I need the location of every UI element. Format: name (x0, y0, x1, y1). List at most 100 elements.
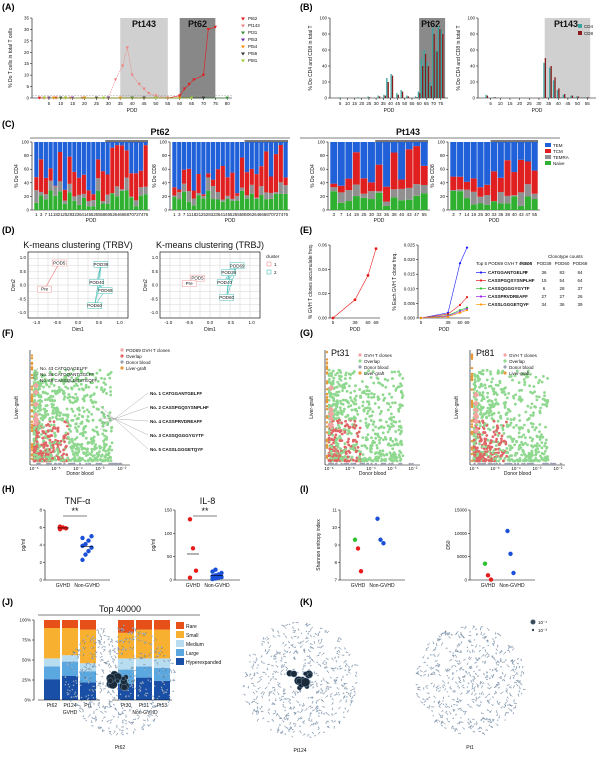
network-node (131, 627, 134, 629)
network-node (129, 638, 132, 640)
bar-CD4 (420, 58, 422, 98)
scatter-point (387, 424, 390, 428)
network-node (71, 654, 73, 657)
x-tick-label: GVHD (351, 583, 366, 589)
stacked-bar-segment (367, 199, 375, 210)
network-node (110, 640, 113, 643)
scatter-point (43, 407, 47, 411)
scatter-point (518, 389, 521, 392)
y-tick-label: 25 (24, 38, 30, 43)
stacked-bar-segment (72, 200, 77, 210)
network-node (170, 680, 172, 682)
scatter-point (530, 402, 534, 406)
scatter-point (66, 456, 70, 460)
network-node (98, 684, 100, 686)
x-tick-label: Non-GVHD (369, 583, 395, 589)
bar-CD8 (577, 96, 579, 98)
scatter-point (354, 424, 358, 428)
scatter-point (339, 457, 343, 461)
scatter-point (359, 419, 362, 423)
network-node (144, 653, 147, 655)
network-node (268, 708, 271, 711)
network-node (69, 690, 71, 692)
stacked-bar-segment (172, 195, 177, 198)
network-node (139, 682, 142, 684)
network-node (327, 688, 330, 690)
x-tick-label: 40 (130, 101, 136, 106)
x-tick-label: 74 (138, 212, 144, 217)
scatter-point (522, 423, 526, 427)
stacked-bar-segment (450, 142, 457, 177)
network-node (105, 685, 107, 687)
x-tick-label: 52 (91, 212, 97, 217)
scatter-point (513, 374, 517, 378)
scatter-point (75, 422, 78, 426)
axis-point-donor (546, 462, 549, 466)
scatter-point (392, 443, 395, 447)
scatter-point (520, 435, 524, 439)
stacked-bar-segment (115, 186, 120, 197)
network-node (164, 702, 167, 704)
scatter-point (530, 449, 534, 453)
x-tick-label: 75 (213, 101, 219, 106)
x-tick-label: 58 (100, 212, 106, 217)
scatter-point (83, 459, 87, 463)
stacked-bar-segment (215, 169, 221, 192)
network-node (118, 670, 120, 673)
stacked-bar-segment (91, 142, 96, 195)
scatter-point (47, 396, 51, 400)
x-tick-label: 25 (527, 101, 533, 106)
stacked-bar-segment (239, 187, 245, 191)
axis-point-liver (470, 459, 474, 462)
bar-CD8 (544, 58, 547, 98)
y-tick-label: 5 (26, 84, 29, 89)
scatter-point (338, 406, 342, 410)
axis-point-donor (398, 462, 401, 466)
scatter-point (517, 435, 521, 439)
x-tick-label: 5 (489, 101, 492, 106)
y-tick-label: 80 (320, 153, 326, 158)
bar-CD4 (423, 50, 425, 98)
plot-frame (27, 251, 129, 319)
y-tick-label: 0.000 (404, 316, 416, 321)
scatter-point (70, 447, 74, 450)
annotation-line (99, 411, 149, 436)
scatter-point (350, 455, 354, 459)
table-cell: - (525, 294, 527, 299)
network-node (106, 706, 109, 708)
scatter-point (360, 444, 364, 448)
scatter-point (398, 385, 401, 389)
network-node (353, 690, 356, 693)
scatter-point (64, 431, 68, 435)
shaded-region (490, 140, 538, 143)
data-point (189, 96, 194, 100)
scatter-point (88, 457, 92, 460)
gvh-clone-point (33, 420, 39, 427)
stacked-bar-segment (110, 193, 115, 210)
scatter-point (354, 407, 358, 411)
y-tick-label: 100% (19, 618, 31, 623)
stacked-bar-segment (230, 200, 235, 210)
x-tick-label: 69 (373, 320, 379, 325)
stacked-bar-segment (413, 184, 421, 196)
scatter-point (87, 385, 91, 389)
scatter-point (493, 391, 497, 394)
scatter-point (43, 391, 47, 395)
network-node (100, 638, 103, 641)
data-point-gvhd (187, 575, 193, 580)
network-node (79, 654, 81, 656)
axis-point-liver (470, 366, 474, 370)
stacked-bar-segment (43, 194, 48, 200)
stacked-bar-segment (136, 620, 152, 630)
scatter-point (67, 441, 71, 445)
x-tick-label: 35 (118, 101, 124, 106)
scatter-point (371, 428, 375, 432)
scatter-point (526, 404, 530, 408)
stacked-bar-segment (254, 174, 259, 198)
scatter-point (336, 410, 340, 414)
stacked-bar-segment (477, 196, 484, 204)
x-tick-label: 28 (67, 212, 73, 217)
scatter-point (64, 445, 68, 449)
axis-point-donor (490, 462, 493, 466)
network-node (142, 728, 144, 731)
